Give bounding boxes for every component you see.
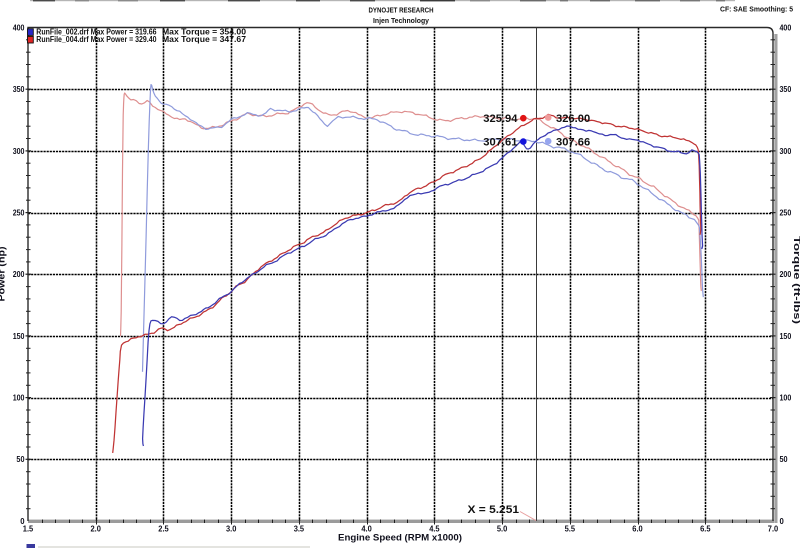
svg-text:Power (hp): Power (hp)	[0, 246, 7, 301]
svg-text:300: 300	[780, 147, 792, 156]
svg-text:5.5: 5.5	[565, 524, 576, 533]
svg-text:4.0: 4.0	[361, 524, 372, 533]
svg-text:Max Torque = 354.00: Max Torque = 354.00	[162, 27, 247, 36]
svg-text:1.5: 1.5	[23, 524, 34, 533]
svg-text:307.61: 307.61	[483, 137, 517, 149]
svg-text:Injen Technology: Injen Technology	[373, 16, 430, 25]
svg-text:RunFile_004.drf Max Power = 32: RunFile_004.drf Max Power = 329.40	[36, 35, 157, 44]
svg-text:3.0: 3.0	[226, 524, 237, 533]
svg-text:0: 0	[780, 517, 785, 526]
svg-text:7.0: 7.0	[768, 524, 779, 533]
svg-text:400: 400	[780, 23, 792, 32]
svg-text:4.5: 4.5	[429, 524, 440, 533]
svg-text:Max Torque = 347.67: Max Torque = 347.67	[162, 35, 246, 44]
svg-text:50: 50	[780, 455, 789, 464]
svg-text:300: 300	[13, 147, 25, 156]
svg-text:100: 100	[13, 394, 25, 403]
svg-text:250: 250	[13, 209, 25, 218]
svg-text:6.5: 6.5	[700, 524, 711, 533]
svg-text:325.94: 325.94	[483, 113, 517, 125]
svg-text:400: 400	[13, 23, 25, 32]
svg-text:DYNOJET RESEARCH: DYNOJET RESEARCH	[369, 6, 434, 15]
svg-text:CF: SAE Smoothing: 5: CF: SAE Smoothing: 5	[720, 5, 794, 14]
svg-text:307.66: 307.66	[556, 137, 590, 149]
svg-text:350: 350	[780, 85, 792, 94]
svg-text:2.0: 2.0	[91, 524, 102, 533]
svg-text:5.0: 5.0	[497, 524, 508, 533]
svg-text:200: 200	[780, 270, 792, 279]
svg-text:RunFile_002.drf Max Power = 31: RunFile_002.drf Max Power = 319.66	[36, 27, 157, 36]
svg-text:326.00: 326.00	[556, 113, 590, 125]
svg-text:150: 150	[13, 332, 25, 341]
svg-text:2.5: 2.5	[158, 524, 169, 533]
svg-text:150: 150	[780, 332, 792, 341]
svg-text:50: 50	[16, 455, 25, 464]
svg-text:0: 0	[20, 517, 25, 526]
svg-text:Engine Speed (RPM x1000): Engine Speed (RPM x1000)	[338, 532, 462, 542]
svg-text:X = 5.251: X = 5.251	[468, 504, 520, 516]
svg-text:100: 100	[780, 394, 792, 403]
svg-text:3.5: 3.5	[294, 524, 305, 533]
svg-text:350: 350	[13, 85, 25, 94]
svg-text:250: 250	[780, 209, 792, 218]
svg-text:6.0: 6.0	[632, 524, 643, 533]
svg-text:200: 200	[13, 270, 25, 279]
svg-text:Torque (ft-lbs): Torque (ft-lbs)	[792, 236, 800, 324]
